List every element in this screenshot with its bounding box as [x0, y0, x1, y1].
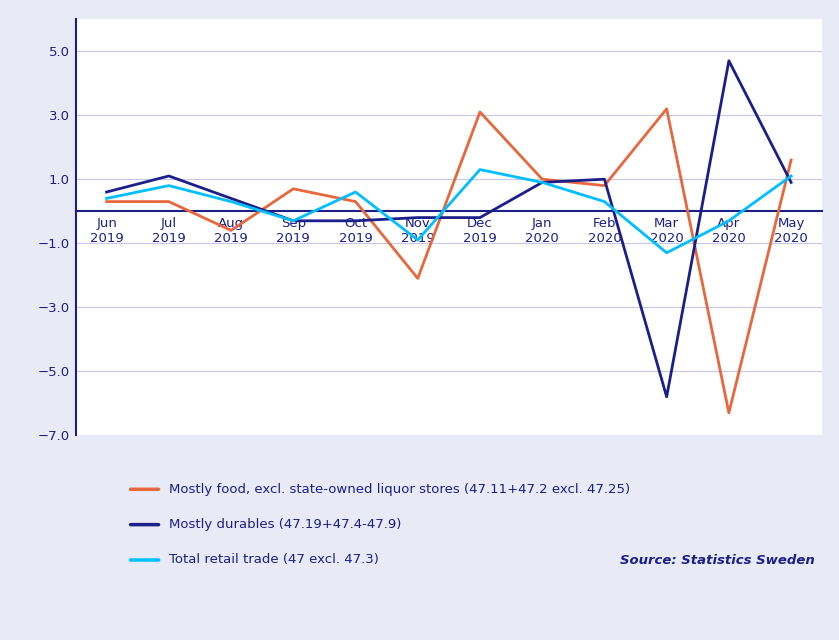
Text: Total retail trade (47 excl. 47.3): Total retail trade (47 excl. 47.3) [169, 554, 378, 566]
Text: Mostly durables (47.19+47.4-47.9): Mostly durables (47.19+47.4-47.9) [169, 518, 401, 531]
Text: Mostly food, excl. state-owned liquor stores (47.11+47.2 excl. 47.25): Mostly food, excl. state-owned liquor st… [169, 483, 630, 496]
Text: Source: Statistics Sweden: Source: Statistics Sweden [620, 554, 815, 566]
